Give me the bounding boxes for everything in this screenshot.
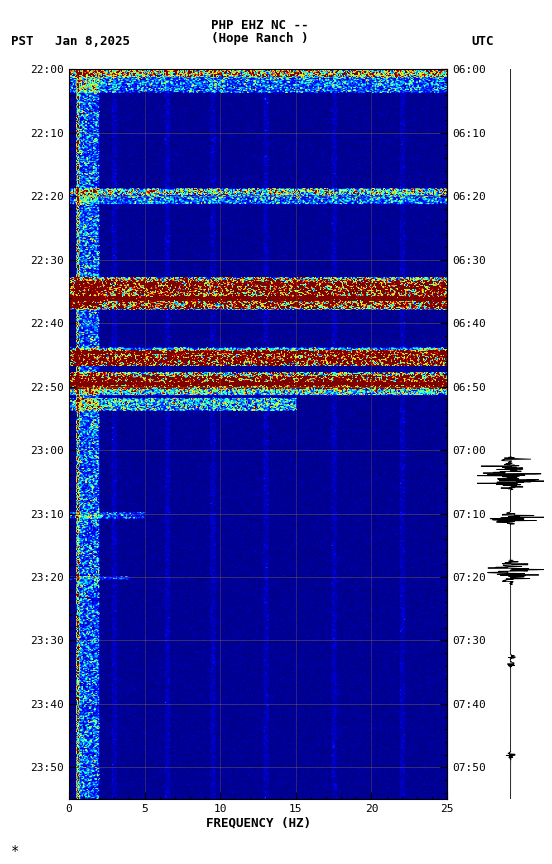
Text: PHP EHZ NC --: PHP EHZ NC -- [211,19,308,32]
Text: (Hope Ranch ): (Hope Ranch ) [211,32,308,45]
Text: Jan 8,2025: Jan 8,2025 [55,35,130,48]
X-axis label: FREQUENCY (HZ): FREQUENCY (HZ) [205,816,311,829]
Text: PST: PST [11,35,34,48]
Text: *: * [11,844,19,858]
Text: UTC: UTC [472,35,494,48]
